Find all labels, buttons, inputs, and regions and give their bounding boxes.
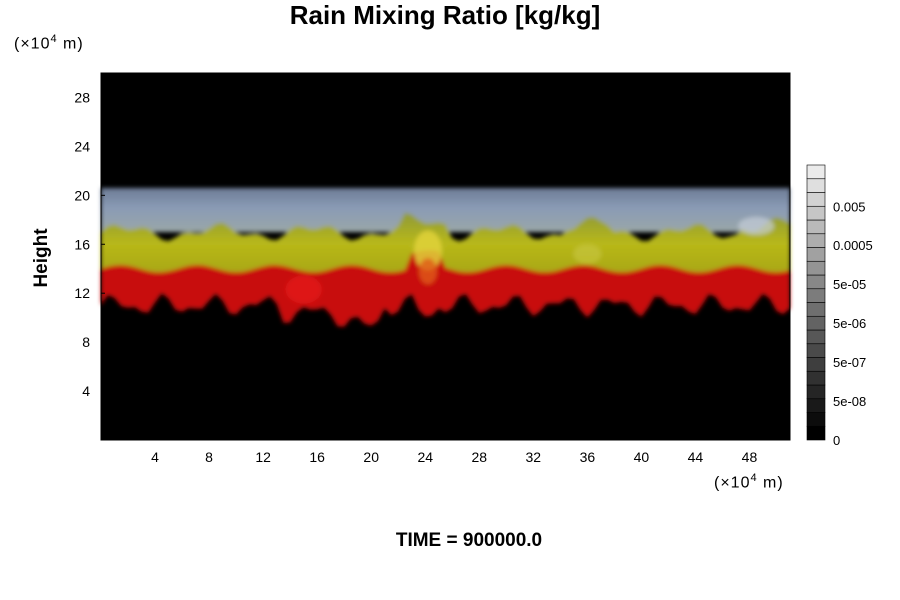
colorbar-cell (806, 233, 826, 248)
x-tick-label: 4 (151, 449, 159, 465)
time-label: TIME = 900000.0 (395, 530, 543, 551)
y-tick-label: 4 (82, 383, 90, 399)
x-tick-label: 24 (417, 449, 433, 465)
x-tick-label: 8 (205, 449, 213, 465)
colorbar-cell (806, 192, 826, 207)
x-tick-label: 44 (688, 449, 704, 465)
colorbar-cell (806, 384, 826, 400)
y-tick-label: 24 (74, 138, 90, 154)
colorbar-label: 5e-06 (833, 316, 866, 331)
colorbar-cell (806, 219, 826, 235)
y-tick-label: 8 (82, 334, 90, 350)
colorbar-cell (806, 288, 826, 303)
colorbar-cell (806, 370, 826, 386)
y-tick-label: 12 (74, 285, 90, 301)
colorbar-cell (806, 412, 826, 427)
yellow-core (413, 230, 442, 271)
x-tick-label: 16 (309, 449, 325, 465)
red-core (285, 275, 322, 304)
x-tick-label: 28 (471, 449, 487, 465)
x-tick-label: 32 (526, 449, 542, 465)
layer-yellow (101, 212, 790, 275)
colorbar-cell (806, 425, 826, 441)
plot-frame (100, 72, 791, 441)
colorbar-cell (806, 164, 826, 180)
colorbar-label: 5e-07 (833, 355, 866, 370)
colorbar-cell (806, 343, 826, 358)
x-tick-label: 40 (634, 449, 650, 465)
x-axis-unit: (×104 m) (714, 472, 784, 492)
colorbar-cell (806, 178, 826, 193)
colorbar-label: 0.0005 (833, 238, 873, 253)
colorbar-cell (806, 247, 826, 262)
colorbar-cell (806, 260, 826, 276)
orange-core (418, 258, 437, 285)
colorbar-cell (806, 205, 826, 221)
field-layers (101, 187, 790, 327)
light-plume (738, 216, 775, 235)
x-tick-label: 48 (742, 449, 758, 465)
colorbar-cell (806, 357, 826, 372)
x-tick-label: 20 (363, 449, 379, 465)
y-tick-label: 16 (74, 236, 90, 252)
colorbar-cell (806, 398, 826, 413)
yellow-plume (573, 244, 602, 265)
y-axis-unit: (×104 m) (14, 33, 84, 53)
colorbar-label: 0.005 (833, 199, 866, 214)
colorbar-label: 5e-05 (833, 277, 866, 292)
colorbar-cell (806, 302, 826, 317)
colorbar-cell (806, 315, 826, 331)
colorbar-label: 5e-08 (833, 394, 866, 409)
colorbar-label: 0 (833, 433, 840, 448)
layer-red (101, 250, 790, 327)
chart-title: Rain Mixing Ratio [kg/kg] (289, 0, 601, 30)
x-tick-label: 12 (255, 449, 271, 465)
colorbar-cell (806, 274, 826, 290)
colorbar-cell (806, 329, 826, 345)
y-tick-label: 28 (74, 89, 90, 105)
y-tick-label: 20 (74, 187, 90, 203)
x-tick-label: 36 (580, 449, 596, 465)
